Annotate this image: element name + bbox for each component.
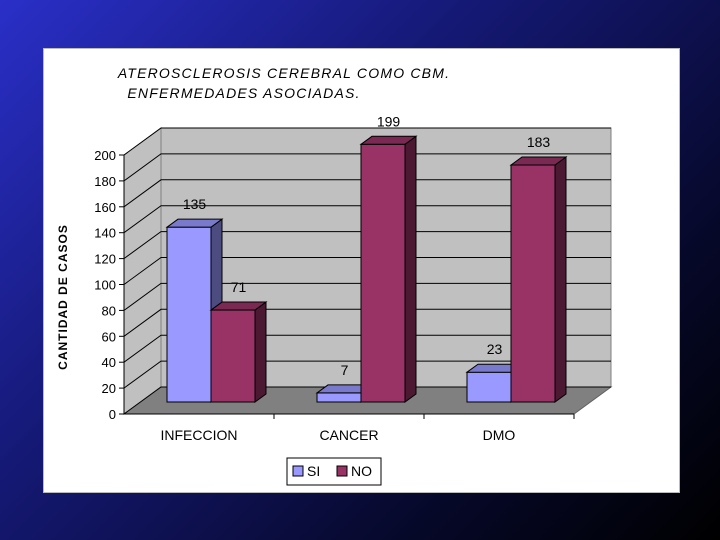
legend-swatch — [292, 465, 304, 477]
chart-title-line-1: ATEROSCLEROSIS CEREBRAL COMO CBM. — [117, 65, 450, 81]
data-label: 7 — [341, 362, 349, 378]
bar-top — [209, 301, 268, 311]
chart-title-line-2: ENFERMEDADES ASOCIADAS. — [127, 85, 360, 101]
bar-top — [509, 156, 568, 166]
data-label: 183 — [527, 134, 551, 150]
y-tick-label: 180 — [94, 174, 116, 189]
legend-swatch — [336, 465, 348, 477]
gridline — [123, 257, 611, 285]
x-tick-label: CANCER — [319, 427, 378, 443]
y-tick-label: 100 — [94, 278, 116, 293]
y-tick-label: 160 — [94, 200, 116, 215]
bar-side — [254, 301, 267, 403]
bar-side — [554, 156, 567, 403]
gridline — [123, 153, 611, 182]
data-label: 23 — [487, 341, 503, 357]
chart-panel: ATEROSCLEROSIS CEREBRAL COMO CBM. ENFERM… — [43, 48, 680, 493]
bar-front[interactable] — [166, 226, 212, 403]
y-tick-label: 140 — [94, 226, 116, 241]
y-tick-label: 200 — [94, 148, 116, 163]
data-label: 199 — [377, 113, 401, 129]
data-label: 71 — [231, 279, 247, 295]
gridline — [123, 282, 611, 311]
y-tick-label: 80 — [102, 303, 116, 318]
bar-front[interactable] — [510, 164, 556, 403]
gridline — [123, 231, 611, 260]
legend-label: SI — [307, 463, 320, 479]
x-tick-label: DMO — [483, 427, 516, 443]
bar-front[interactable] — [360, 143, 406, 403]
y-tick-label: 120 — [94, 252, 116, 267]
bar-chart: ATEROSCLEROSIS CEREBRAL COMO CBM. ENFERM… — [56, 65, 613, 486]
y-tick-label: 0 — [109, 407, 116, 422]
gridline — [123, 386, 611, 415]
legend-label: NO — [351, 463, 372, 479]
bar-front[interactable] — [316, 392, 362, 403]
gridline — [123, 179, 611, 208]
y-tick-label: 60 — [102, 329, 116, 344]
bar-front[interactable] — [466, 371, 512, 403]
bar-side — [404, 135, 417, 403]
y-tick-label: 40 — [102, 355, 116, 370]
bar-front[interactable] — [210, 309, 256, 403]
gridline — [123, 127, 611, 156]
data-label: 135 — [183, 196, 207, 212]
x-tick-label: INFECCION — [161, 427, 238, 443]
gridline — [123, 205, 611, 234]
gridline — [123, 360, 611, 389]
y-axis-label: CANTIDAD DE CASOS — [56, 224, 70, 370]
bar-top — [359, 135, 418, 145]
y-tick-label: 20 — [102, 381, 116, 396]
gridline — [123, 334, 611, 363]
bar-top — [165, 218, 224, 228]
gridline — [123, 308, 611, 337]
